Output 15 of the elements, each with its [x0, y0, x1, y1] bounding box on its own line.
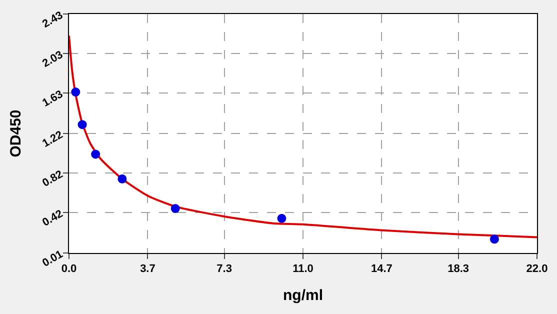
y-axis-title: OD450	[8, 110, 25, 158]
y-tick-label: 0.82	[40, 168, 66, 190]
y-tick-label: 1.63	[40, 88, 66, 110]
x-tick-label: 18.3	[448, 263, 469, 276]
x-tick-label: 7.3	[216, 263, 232, 276]
x-tick-label: 14.7	[371, 263, 392, 276]
x-axis-title: ng/ml	[283, 287, 323, 304]
y-tick-label: 1.22	[40, 128, 66, 150]
x-tick-label: 11.0	[292, 263, 314, 276]
x-tick-label: 3.7	[140, 263, 156, 276]
y-tick-label: 2.03	[40, 48, 66, 70]
x-tick-label: 22.0	[526, 263, 548, 276]
x-tick-label: 0.0	[61, 263, 77, 276]
y-tick-label: 2.43	[40, 9, 66, 30]
y-tick-label: 0.42	[40, 208, 66, 229]
